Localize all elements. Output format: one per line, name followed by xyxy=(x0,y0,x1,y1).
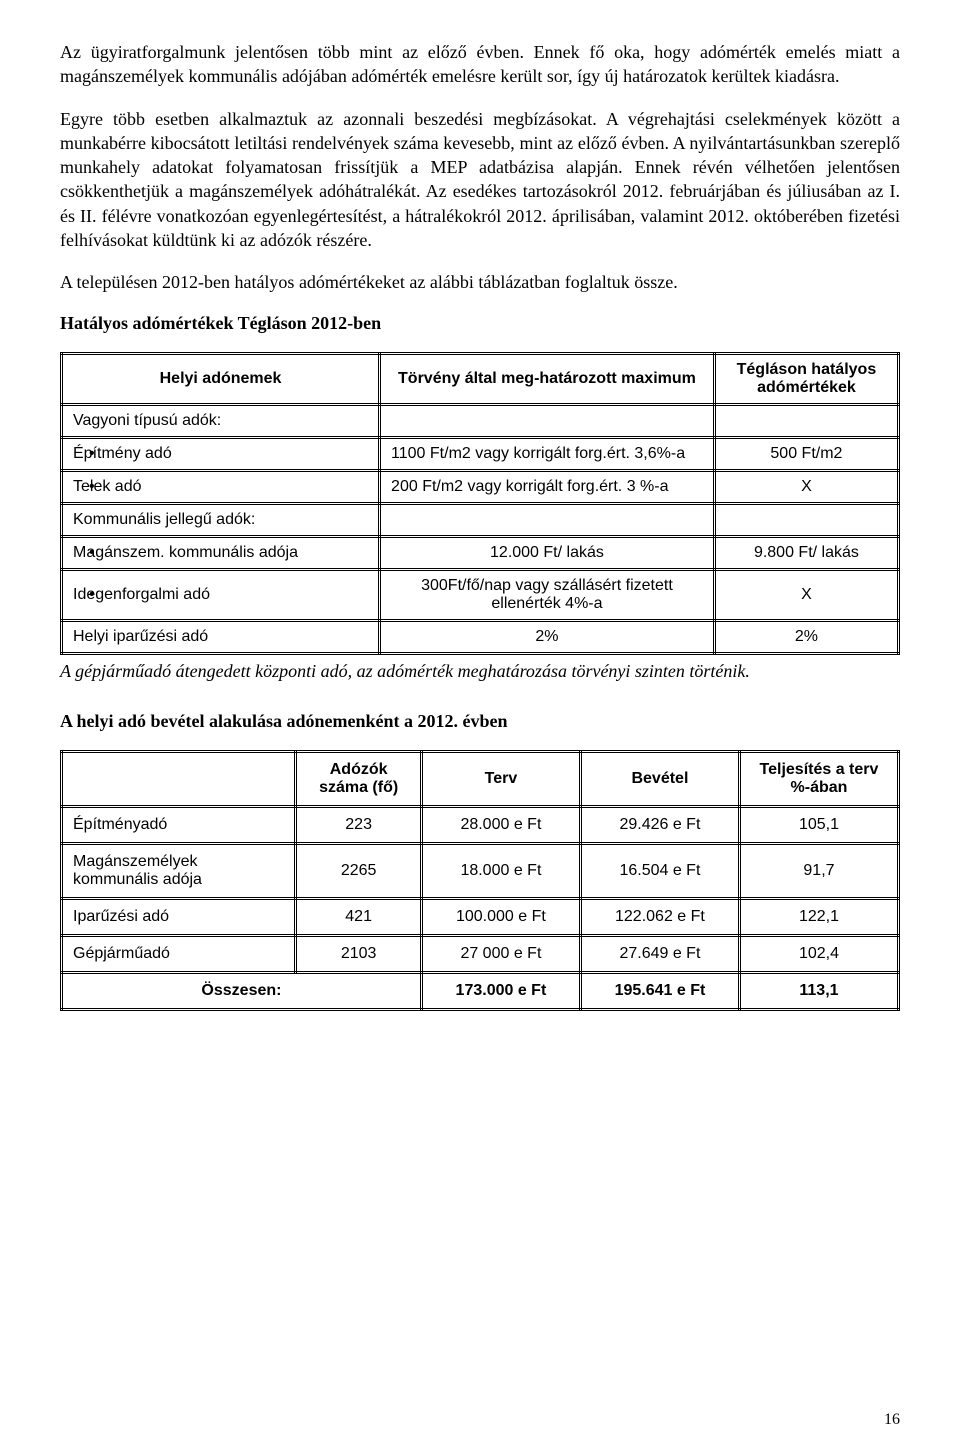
tax-max: 200 Ft/m2 vagy korrigált forg.ért. 3 %-a xyxy=(380,470,715,503)
tax-header-max: Törvény által meg-határozott maximum xyxy=(380,353,715,404)
tax-name: Helyi iparűzési adó xyxy=(62,620,380,653)
revenue-table: Adózók száma (fő) Terv Bevétel Teljesíté… xyxy=(60,750,900,1011)
table-row: Kommunális jellegű adók: xyxy=(62,503,899,536)
rev-total-label: Összesen: xyxy=(62,972,422,1009)
tax-name: Magánszem. kommunális adója xyxy=(62,536,380,569)
tax-name: Telek adó xyxy=(62,470,380,503)
rev-revenue: 27.649 e Ft xyxy=(580,935,739,972)
paragraph-2: Egyre több esetben alkalmaztuk az azonna… xyxy=(60,107,900,253)
tax-name: Idegenforgalmi adó xyxy=(62,569,380,620)
rev-plan: 28.000 e Ft xyxy=(421,806,580,843)
table-row: Vagyoni típusú adók: xyxy=(62,404,899,437)
tax-header-teglas: Tégláson hatályos adómértékek xyxy=(714,353,898,404)
rev-plan: 100.000 e Ft xyxy=(421,898,580,935)
tax-max: 12.000 Ft/ lakás xyxy=(380,536,715,569)
page-number: 16 xyxy=(884,1411,900,1429)
tax-rates-table: Helyi adónemek Törvény által meg-határoz… xyxy=(60,352,900,655)
tax-name: Építmény adó xyxy=(62,437,380,470)
rev-count: 2265 xyxy=(296,843,422,898)
paragraph-3: A településen 2012-ben hatályos adómérté… xyxy=(60,270,900,294)
tax-value: 9.800 Ft/ lakás xyxy=(714,536,898,569)
rev-revenue: 16.504 e Ft xyxy=(580,843,739,898)
table-row: Idegenforgalmi adó 300Ft/fő/nap vagy szá… xyxy=(62,569,899,620)
document-page: Az ügyiratforgalmunk jelentősen több min… xyxy=(0,0,960,1449)
rev-plan: 18.000 e Ft xyxy=(421,843,580,898)
tax-value: 500 Ft/m2 xyxy=(714,437,898,470)
tax-max: 300Ft/fő/nap vagy szállásért fizetett el… xyxy=(380,569,715,620)
rev-header-count: Adózók száma (fő) xyxy=(296,751,422,806)
rev-count: 421 xyxy=(296,898,422,935)
rev-total-plan: 173.000 e Ft xyxy=(421,972,580,1009)
rev-total-pct: 113,1 xyxy=(739,972,898,1009)
table-row: Építményadó 223 28.000 e Ft 29.426 e Ft … xyxy=(62,806,899,843)
rev-header-pct: Teljesítés a terv %-ában xyxy=(739,751,898,806)
rev-revenue: 122.062 e Ft xyxy=(580,898,739,935)
paragraph-1: Az ügyiratforgalmunk jelentősen több min… xyxy=(60,40,900,89)
tax-table-title: Hatályos adómértékek Tégláson 2012-ben xyxy=(60,313,900,334)
tax-value: X xyxy=(714,470,898,503)
tax-max: 2% xyxy=(380,620,715,653)
table-row-total: Összesen: 173.000 e Ft 195.641 e Ft 113,… xyxy=(62,972,899,1009)
rev-header-plan: Terv xyxy=(421,751,580,806)
rev-name: Építményadó xyxy=(62,806,296,843)
rev-name: Magánszemélyek kommunális adója xyxy=(62,843,296,898)
rev-pct: 102,4 xyxy=(739,935,898,972)
rev-pct: 91,7 xyxy=(739,843,898,898)
rev-revenue: 29.426 e Ft xyxy=(580,806,739,843)
rev-total-revenue: 195.641 e Ft xyxy=(580,972,739,1009)
table-row: Magánszem. kommunális adója 12.000 Ft/ l… xyxy=(62,536,899,569)
rev-pct: 122,1 xyxy=(739,898,898,935)
table-row: Magánszemélyek kommunális adója 2265 18.… xyxy=(62,843,899,898)
rev-name: Iparűzési adó xyxy=(62,898,296,935)
table-row: Építmény adó 1100 Ft/m2 vagy korrigált f… xyxy=(62,437,899,470)
rev-header-revenue: Bevétel xyxy=(580,751,739,806)
rev-name: Gépjárműadó xyxy=(62,935,296,972)
table-row: Iparűzési adó 421 100.000 e Ft 122.062 e… xyxy=(62,898,899,935)
table-row: Gépjárműadó 2103 27 000 e Ft 27.649 e Ft… xyxy=(62,935,899,972)
tax-value: X xyxy=(714,569,898,620)
table-row: Helyi iparűzési adó 2% 2% xyxy=(62,620,899,653)
rev-header-blank xyxy=(62,751,296,806)
tax-header-name: Helyi adónemek xyxy=(62,353,380,404)
table-row: Telek adó 200 Ft/m2 vagy korrigált forg.… xyxy=(62,470,899,503)
tax-table-caption: A gépjárműadó átengedett központi adó, a… xyxy=(60,659,900,683)
tax-max: 1100 Ft/m2 vagy korrigált forg.ért. 3,6%… xyxy=(380,437,715,470)
rev-count: 223 xyxy=(296,806,422,843)
revenue-table-title: A helyi adó bevétel alakulása adónemenké… xyxy=(60,711,900,732)
rev-count: 2103 xyxy=(296,935,422,972)
rev-plan: 27 000 e Ft xyxy=(421,935,580,972)
rev-pct: 105,1 xyxy=(739,806,898,843)
tax-value: 2% xyxy=(714,620,898,653)
tax-category: Vagyoni típusú adók: xyxy=(62,404,380,437)
tax-category: Kommunális jellegű adók: xyxy=(62,503,380,536)
